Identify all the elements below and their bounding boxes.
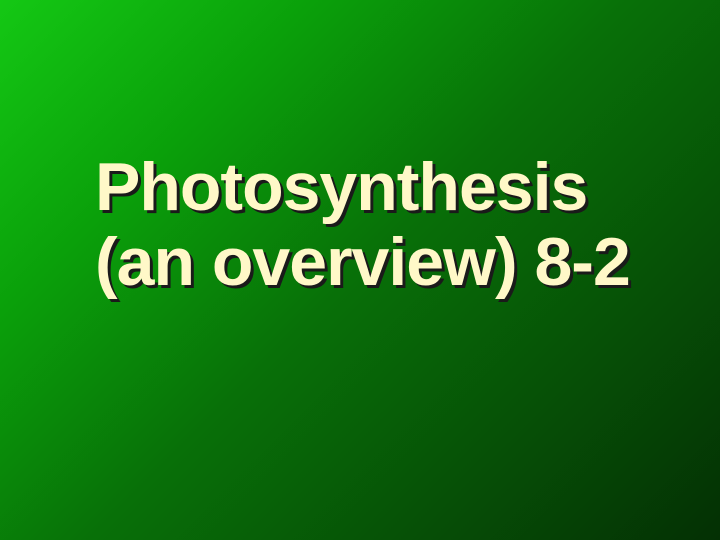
slide-title: Photosynthesis (an overview) 8-2	[95, 150, 700, 300]
slide-container: Photosynthesis (an overview) 8-2	[0, 0, 720, 540]
